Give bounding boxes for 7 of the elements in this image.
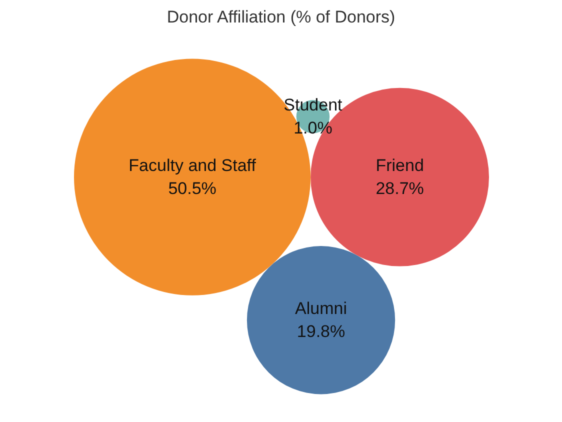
text: Donor Affiliation (% of Donors) — [166, 8, 396, 26]
category-label: Alumni — [295, 299, 348, 318]
data-label: 50.5% — [168, 179, 216, 198]
data-label: 28.7% — [376, 179, 424, 198]
category-label: Faculty and Staff — [128, 156, 256, 176]
data-label: 19.8% — [296, 322, 346, 342]
category-label: Friend — [376, 156, 424, 176]
